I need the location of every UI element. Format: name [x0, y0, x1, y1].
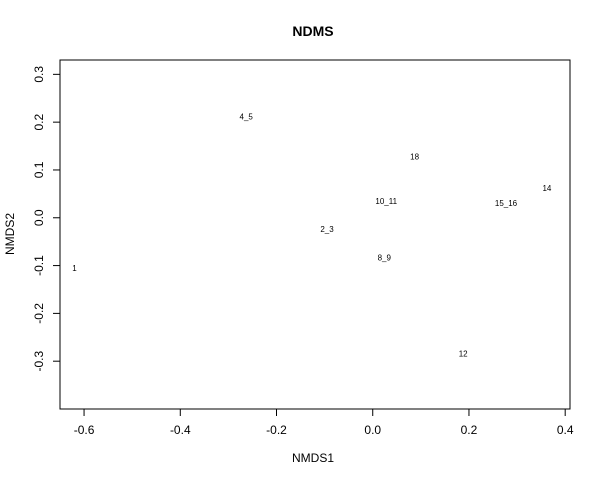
chart-title: NDMS [292, 23, 333, 39]
point-label-14: 14 [542, 184, 551, 193]
y-axis-title: NMDS2 [3, 213, 17, 255]
point-label-10_11: 10_11 [375, 197, 397, 206]
x-tick-label: 0.4 [557, 423, 574, 437]
point-label-15_16: 15_16 [495, 199, 518, 208]
y-tick-label: 0.3 [32, 66, 46, 83]
y-tick-label: 0.1 [32, 161, 46, 178]
x-tick-label: 0.2 [461, 423, 478, 437]
y-tick-label: 0.2 [32, 113, 46, 130]
y-tick-label: -0.3 [32, 351, 46, 372]
point-label-12: 12 [459, 350, 468, 359]
x-axis-title: NMDS1 [292, 451, 334, 465]
y-tick-label: -0.1 [32, 255, 46, 276]
y-tick-label: 0.0 [32, 209, 46, 226]
point-label-2_3: 2_3 [320, 225, 334, 234]
y-axis: -0.3 -0.2 -0.1 0.0 0.1 0.2 0.3 [32, 66, 61, 372]
point-label-18: 18 [410, 153, 419, 162]
point-labels: 1 4_5 2_3 10_11 8_9 18 12 15_16 14 [72, 112, 552, 358]
x-tick-label: -0.2 [266, 423, 287, 437]
point-label-8_9: 8_9 [378, 253, 392, 262]
x-tick-label: -0.6 [74, 423, 95, 437]
point-label-4_5: 4_5 [240, 112, 254, 121]
y-tick-label: -0.2 [32, 303, 46, 324]
x-axis: -0.6 -0.4 -0.2 0.0 0.2 0.4 [74, 408, 574, 437]
x-tick-label: -0.4 [170, 423, 191, 437]
x-tick-label: 0.0 [364, 423, 381, 437]
point-label-1: 1 [72, 264, 77, 273]
plot-frame [59, 59, 571, 410]
